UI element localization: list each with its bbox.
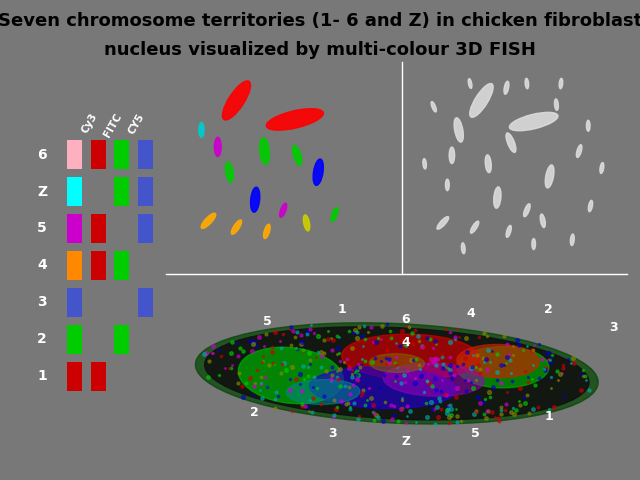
Ellipse shape bbox=[525, 78, 529, 89]
Text: nucleus visualized by multi-colour 3D FISH: nucleus visualized by multi-colour 3D FI… bbox=[104, 41, 536, 59]
Ellipse shape bbox=[570, 234, 574, 246]
Ellipse shape bbox=[225, 162, 234, 182]
Ellipse shape bbox=[331, 207, 338, 222]
Ellipse shape bbox=[588, 200, 593, 212]
Ellipse shape bbox=[309, 367, 456, 408]
FancyBboxPatch shape bbox=[67, 325, 82, 354]
Text: 1: 1 bbox=[545, 410, 553, 423]
Ellipse shape bbox=[437, 216, 449, 229]
FancyBboxPatch shape bbox=[91, 251, 106, 280]
Ellipse shape bbox=[280, 203, 287, 217]
Ellipse shape bbox=[369, 354, 424, 372]
Ellipse shape bbox=[506, 133, 516, 152]
Ellipse shape bbox=[260, 138, 269, 164]
Text: 6: 6 bbox=[37, 147, 47, 162]
Text: 2: 2 bbox=[37, 332, 47, 347]
FancyBboxPatch shape bbox=[67, 362, 82, 391]
Ellipse shape bbox=[313, 159, 323, 185]
Ellipse shape bbox=[586, 120, 590, 131]
Ellipse shape bbox=[454, 118, 463, 142]
Ellipse shape bbox=[201, 213, 216, 228]
Text: CY5: CY5 bbox=[127, 111, 147, 136]
Text: Z: Z bbox=[37, 184, 47, 199]
Text: 3: 3 bbox=[609, 322, 618, 335]
Ellipse shape bbox=[199, 122, 204, 137]
Text: 4: 4 bbox=[37, 258, 47, 273]
Text: 3: 3 bbox=[37, 295, 47, 310]
Ellipse shape bbox=[423, 158, 426, 169]
Ellipse shape bbox=[449, 147, 454, 164]
Ellipse shape bbox=[292, 145, 302, 166]
Text: 4: 4 bbox=[466, 307, 475, 320]
Text: 5: 5 bbox=[264, 315, 272, 328]
FancyBboxPatch shape bbox=[67, 288, 82, 317]
FancyBboxPatch shape bbox=[67, 251, 82, 280]
FancyBboxPatch shape bbox=[138, 140, 152, 169]
FancyBboxPatch shape bbox=[138, 288, 152, 317]
Text: 5: 5 bbox=[471, 427, 479, 440]
Text: 6: 6 bbox=[402, 313, 410, 326]
Text: 5: 5 bbox=[37, 221, 47, 236]
FancyBboxPatch shape bbox=[115, 251, 129, 280]
FancyBboxPatch shape bbox=[115, 177, 129, 206]
Ellipse shape bbox=[303, 215, 310, 231]
Ellipse shape bbox=[431, 102, 436, 112]
Ellipse shape bbox=[223, 81, 250, 120]
FancyBboxPatch shape bbox=[91, 214, 106, 243]
Ellipse shape bbox=[250, 187, 260, 212]
FancyBboxPatch shape bbox=[115, 325, 129, 354]
Ellipse shape bbox=[493, 187, 501, 208]
Ellipse shape bbox=[600, 163, 604, 173]
Ellipse shape bbox=[231, 220, 242, 234]
Text: Seven chromosome territories (1- 6 and Z) in chicken fibroblast: Seven chromosome territories (1- 6 and Z… bbox=[0, 12, 640, 30]
Text: FITC: FITC bbox=[102, 111, 124, 139]
Text: Z: Z bbox=[401, 435, 411, 448]
Text: 2: 2 bbox=[250, 406, 259, 419]
FancyBboxPatch shape bbox=[67, 140, 82, 169]
Text: 4: 4 bbox=[402, 336, 410, 349]
FancyBboxPatch shape bbox=[91, 362, 106, 391]
Text: 2: 2 bbox=[545, 303, 553, 316]
Ellipse shape bbox=[457, 345, 540, 378]
Ellipse shape bbox=[383, 363, 484, 396]
Ellipse shape bbox=[470, 84, 493, 117]
Ellipse shape bbox=[445, 179, 449, 191]
Ellipse shape bbox=[545, 165, 554, 188]
Ellipse shape bbox=[214, 137, 221, 156]
Ellipse shape bbox=[559, 78, 563, 89]
Ellipse shape bbox=[506, 226, 511, 237]
Text: 3: 3 bbox=[328, 427, 337, 440]
Ellipse shape bbox=[457, 347, 549, 388]
FancyBboxPatch shape bbox=[138, 214, 152, 243]
Ellipse shape bbox=[238, 347, 343, 404]
FancyBboxPatch shape bbox=[138, 177, 152, 206]
Text: 1: 1 bbox=[37, 369, 47, 384]
Ellipse shape bbox=[504, 81, 509, 94]
Ellipse shape bbox=[342, 334, 479, 380]
Ellipse shape bbox=[286, 380, 360, 404]
Ellipse shape bbox=[509, 112, 558, 131]
Ellipse shape bbox=[485, 155, 492, 173]
Ellipse shape bbox=[577, 144, 582, 157]
Text: 1: 1 bbox=[337, 303, 346, 316]
Ellipse shape bbox=[540, 214, 545, 228]
Ellipse shape bbox=[524, 204, 530, 217]
Ellipse shape bbox=[266, 108, 323, 130]
FancyBboxPatch shape bbox=[115, 140, 129, 169]
Ellipse shape bbox=[468, 79, 472, 88]
Ellipse shape bbox=[532, 239, 536, 250]
FancyBboxPatch shape bbox=[91, 140, 106, 169]
Ellipse shape bbox=[470, 221, 479, 233]
Ellipse shape bbox=[195, 323, 598, 424]
Ellipse shape bbox=[264, 224, 270, 239]
Text: Cy3: Cy3 bbox=[79, 111, 99, 135]
Ellipse shape bbox=[554, 99, 558, 110]
FancyBboxPatch shape bbox=[67, 214, 82, 243]
Ellipse shape bbox=[205, 327, 589, 420]
Ellipse shape bbox=[461, 243, 465, 254]
FancyBboxPatch shape bbox=[67, 177, 82, 206]
